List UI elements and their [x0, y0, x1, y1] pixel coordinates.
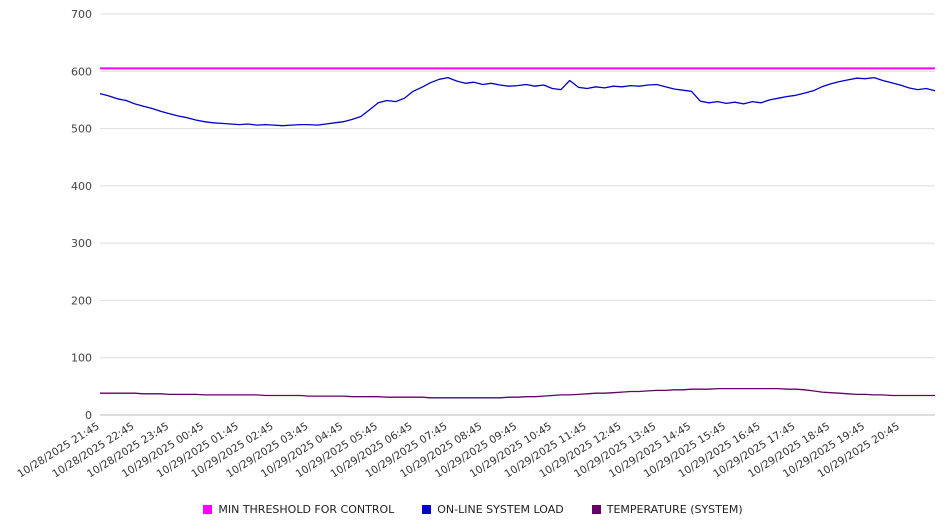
legend-item-on-line-system-load[interactable]: ON-LINE SYSTEM LOAD	[422, 502, 564, 516]
legend-label: TEMPERATURE (SYSTEM)	[606, 502, 743, 516]
legend-label: ON-LINE SYSTEM LOAD	[437, 502, 564, 516]
legend-item-temperature-system[interactable]: TEMPERATURE (SYSTEM)	[591, 502, 743, 516]
legend-swatch	[203, 504, 213, 514]
y-axis-tick-label: 300	[71, 237, 92, 250]
y-axis-tick-label: 100	[71, 352, 92, 365]
series-line-temperature-system	[100, 387, 935, 399]
legend-item-min-threshold-for-control[interactable]: MIN THRESHOLD FOR CONTROL	[203, 503, 394, 516]
series-line-on-line-system-load	[99, 76, 936, 127]
legend-swatch	[591, 504, 601, 514]
y-axis-tick-label: 200	[71, 294, 92, 307]
y-axis-tick-label: 700	[71, 8, 92, 21]
legend-swatch	[422, 504, 432, 514]
y-axis-tick-label: 400	[71, 180, 92, 193]
legend: MIN THRESHOLD FOR CONTROL ON-LINE SYSTEM …	[0, 494, 946, 524]
y-axis-tick-label: 0	[85, 409, 92, 422]
legend-label: MIN THRESHOLD FOR CONTROL	[218, 502, 395, 516]
y-axis-tick-label: 600	[71, 65, 92, 78]
y-axis-tick-label: 500	[71, 123, 92, 136]
